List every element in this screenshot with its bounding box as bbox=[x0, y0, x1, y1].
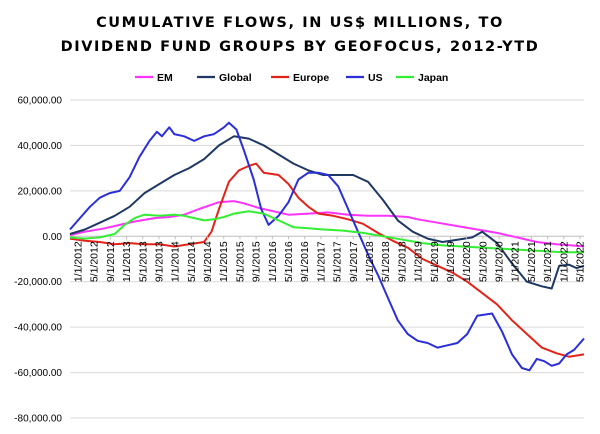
y-tick-label: -20,000.00 bbox=[14, 277, 62, 288]
x-tick-label: 5/1/2022 bbox=[575, 241, 587, 282]
legend-label-global: Global bbox=[219, 72, 252, 84]
x-tick-label: 5/1/2020 bbox=[477, 241, 489, 282]
x-tick-label: 5/1/2014 bbox=[186, 241, 198, 282]
series-line-japan bbox=[69, 210, 584, 254]
gridlines bbox=[70, 99, 584, 419]
y-tick-label: -40,000.00 bbox=[14, 323, 62, 334]
x-tick-label: 9/1/2014 bbox=[202, 241, 214, 282]
legend-label-europe: Europe bbox=[293, 72, 329, 84]
x-tick-label: 9/1/2020 bbox=[494, 241, 506, 282]
x-tick-label: 9/1/2013 bbox=[153, 241, 165, 282]
x-axis: 1/1/2012 5/1/2012 9/1/2012 1/1/2013 5/1/2013… bbox=[73, 236, 587, 282]
series-lines bbox=[69, 121, 585, 372]
x-tick-label: 9/1/2021 bbox=[542, 241, 554, 282]
x-tick-label: 9/1/2018 bbox=[396, 241, 408, 282]
x-tick-label: 1/1/2015 bbox=[218, 241, 230, 282]
x-tick-label: 9/1/2019 bbox=[445, 241, 457, 282]
y-tick-label: 60,000.00 bbox=[18, 96, 63, 107]
legend-label-em: EM bbox=[157, 72, 173, 84]
x-tick-label: 5/1/2018 bbox=[380, 241, 392, 282]
series-line-us bbox=[69, 121, 585, 372]
y-tick-label: 0.00 bbox=[43, 232, 63, 243]
x-tick-label: 1/1/2020 bbox=[461, 241, 473, 282]
x-tick-label: 9/1/2017 bbox=[348, 241, 360, 282]
x-tick-label: 5/1/2019 bbox=[429, 241, 441, 282]
series-line-europe bbox=[69, 162, 585, 358]
x-tick-label: 1/1/2019 bbox=[413, 241, 425, 282]
chart-title-line-1: CUMULATIVE FLOWS, IN US$ MILLIONS, TO bbox=[96, 15, 504, 31]
series-line-global bbox=[69, 135, 585, 290]
x-tick-label: 9/1/2016 bbox=[299, 241, 311, 282]
y-tick-label: -60,000.00 bbox=[14, 368, 62, 379]
x-tick-label: 1/1/2014 bbox=[170, 241, 182, 282]
x-tick-label: 9/1/2012 bbox=[105, 241, 117, 282]
x-tick-label: 5/1/2013 bbox=[137, 241, 149, 282]
x-tick-label: 9/1/2015 bbox=[251, 241, 263, 282]
legend-label-japan: Japan bbox=[418, 72, 448, 84]
x-tick-label: 5/1/2017 bbox=[332, 241, 344, 282]
x-tick-label: 5/1/2012 bbox=[89, 241, 101, 282]
x-tick-label: 5/1/2016 bbox=[283, 241, 295, 282]
x-tick-label: 1/1/2021 bbox=[510, 241, 522, 282]
x-tick-label: 1/1/2016 bbox=[267, 241, 279, 282]
x-tick-label: 1/1/2013 bbox=[121, 241, 133, 282]
chart-title-line-2: DIVIDEND FUND GROUPS BY GEOFOCUS, 2012-Y… bbox=[61, 39, 540, 55]
x-tick-label: 5/1/2015 bbox=[234, 241, 246, 282]
y-axis: 60,000.00 40,000.00 20,000.00 0.00 -20,000.0… bbox=[14, 96, 62, 425]
x-tick-label: 1/1/2022 bbox=[558, 241, 570, 282]
x-tick-label: 5/1/2021 bbox=[526, 241, 538, 282]
x-tick-label: 1/1/2012 bbox=[73, 241, 85, 282]
y-tick-label: 40,000.00 bbox=[18, 141, 63, 152]
y-tick-label: -80,000.00 bbox=[14, 414, 62, 425]
legend-label-us: US bbox=[368, 72, 383, 84]
x-tick-label: 1/1/2018 bbox=[364, 241, 376, 282]
y-tick-label: 20,000.00 bbox=[18, 186, 63, 197]
chart-legend: EM Global Europe US Japan bbox=[135, 72, 448, 84]
series-line-em bbox=[69, 200, 585, 248]
x-tick-label: 1/1/2017 bbox=[315, 241, 327, 282]
